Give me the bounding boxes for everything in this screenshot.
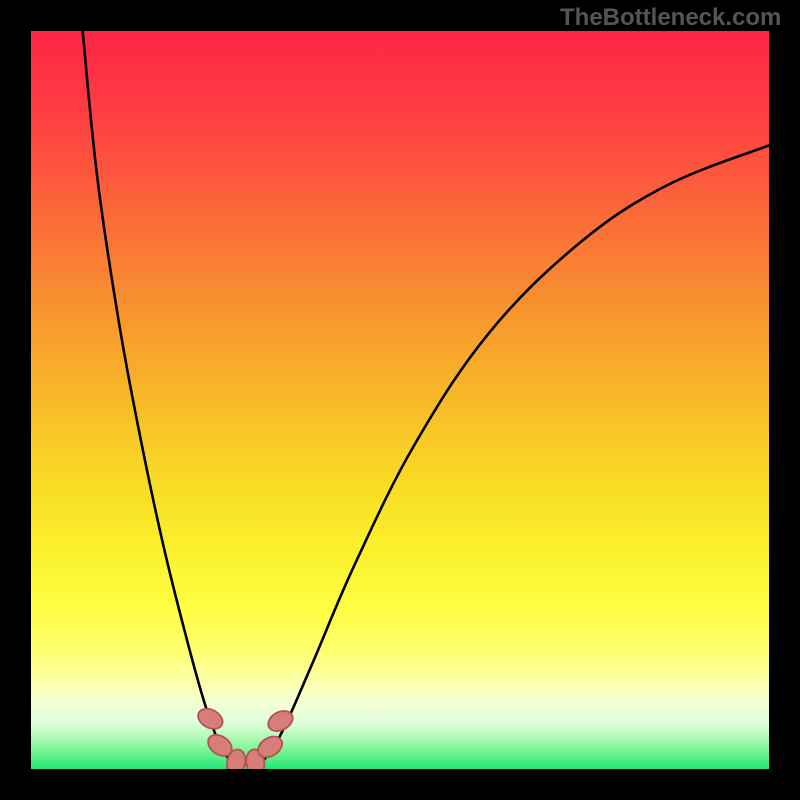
- bottleneck-chart: [31, 31, 769, 769]
- watermark-text: TheBottleneck.com: [560, 4, 781, 32]
- chart-frame: [31, 31, 769, 769]
- chart-background: [31, 31, 769, 769]
